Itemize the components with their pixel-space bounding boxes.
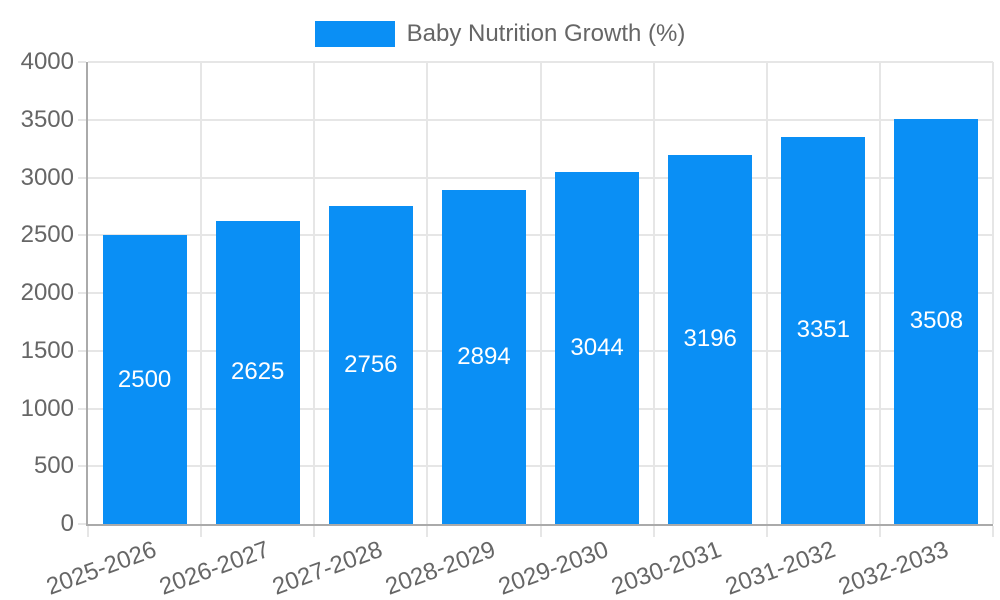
bar[interactable]: 2625 xyxy=(215,220,300,524)
bar-value-label: 3196 xyxy=(683,325,737,353)
legend-item[interactable]: Baby Nutrition Growth (%) xyxy=(314,20,686,48)
plot-area: 0 500 1000 1500 2000 2500 3000 3500 4000 2025-202… xyxy=(21,48,994,600)
y-tick xyxy=(78,465,86,468)
y-axis-line xyxy=(86,62,88,526)
gridline-v xyxy=(426,62,429,524)
y-tick xyxy=(78,176,86,179)
legend: Baby Nutrition Growth (%) xyxy=(0,20,1000,48)
x-tick xyxy=(87,526,89,537)
bar[interactable]: 2894 xyxy=(441,189,526,524)
x-tick xyxy=(992,526,994,537)
y-tick xyxy=(78,234,86,237)
gridline-v xyxy=(313,62,316,524)
gridline-v xyxy=(878,62,881,524)
x-tick xyxy=(200,526,203,537)
bar[interactable]: 3508 xyxy=(894,118,979,524)
y-tick-label: 1500 xyxy=(20,336,74,364)
bar[interactable]: 3044 xyxy=(555,172,640,524)
x-tick-label: 2032-2033 xyxy=(834,536,952,600)
bar-value-label: 3508 xyxy=(909,307,964,335)
y-tick-label: 3000 xyxy=(20,163,74,191)
gridline-v xyxy=(992,62,994,524)
bar-value-label: 2625 xyxy=(230,358,285,386)
y-tick-label: 4000 xyxy=(20,48,74,75)
y-tick-label: 2500 xyxy=(20,221,74,249)
bar-value-label: 2756 xyxy=(344,350,398,378)
x-tick xyxy=(426,526,429,537)
bar-value-label: 3351 xyxy=(796,316,851,344)
gridline-v xyxy=(539,62,542,524)
bar[interactable]: 2500 xyxy=(102,235,187,524)
y-tick xyxy=(78,292,86,294)
y-tick-label: 3500 xyxy=(20,105,74,133)
gridline-v xyxy=(765,62,768,524)
bar[interactable]: 3351 xyxy=(781,136,866,524)
x-tick-label: 2029-2030 xyxy=(495,536,613,600)
y-tick xyxy=(78,349,86,352)
x-tick-label: 2030-2031 xyxy=(608,536,726,600)
y-tick-label: 500 xyxy=(33,452,74,480)
x-tick xyxy=(765,526,768,537)
x-axis-line xyxy=(86,524,993,526)
x-tick-label: 2028-2029 xyxy=(382,536,500,600)
bar[interactable]: 3196 xyxy=(668,154,753,524)
gridline-v xyxy=(652,62,655,524)
x-tick-label: 2031-2032 xyxy=(721,536,839,600)
bar-value-label: 2894 xyxy=(457,342,511,370)
legend-swatch-icon xyxy=(314,21,395,47)
bar[interactable]: 2756 xyxy=(328,205,413,524)
y-tick-label: 2000 xyxy=(20,279,74,306)
x-tick xyxy=(313,526,316,537)
y-tick xyxy=(78,61,86,63)
x-tick xyxy=(652,526,655,537)
y-tick xyxy=(78,118,86,121)
bar-value-label: 3044 xyxy=(570,334,624,362)
y-tick-label: 1000 xyxy=(20,394,74,422)
y-tick xyxy=(78,407,86,410)
gridline-v xyxy=(200,62,203,524)
x-tick xyxy=(539,526,542,537)
x-tick-label: 2026-2027 xyxy=(155,536,273,600)
x-tick-label: 2025-2026 xyxy=(42,536,160,600)
bar-value-label: 2500 xyxy=(117,365,172,393)
legend-label: Baby Nutrition Growth (%) xyxy=(406,20,686,47)
y-tick xyxy=(78,523,86,525)
x-tick xyxy=(878,526,881,537)
x-tick-label: 2027-2028 xyxy=(268,536,387,600)
y-tick-label: 0 xyxy=(60,510,74,537)
